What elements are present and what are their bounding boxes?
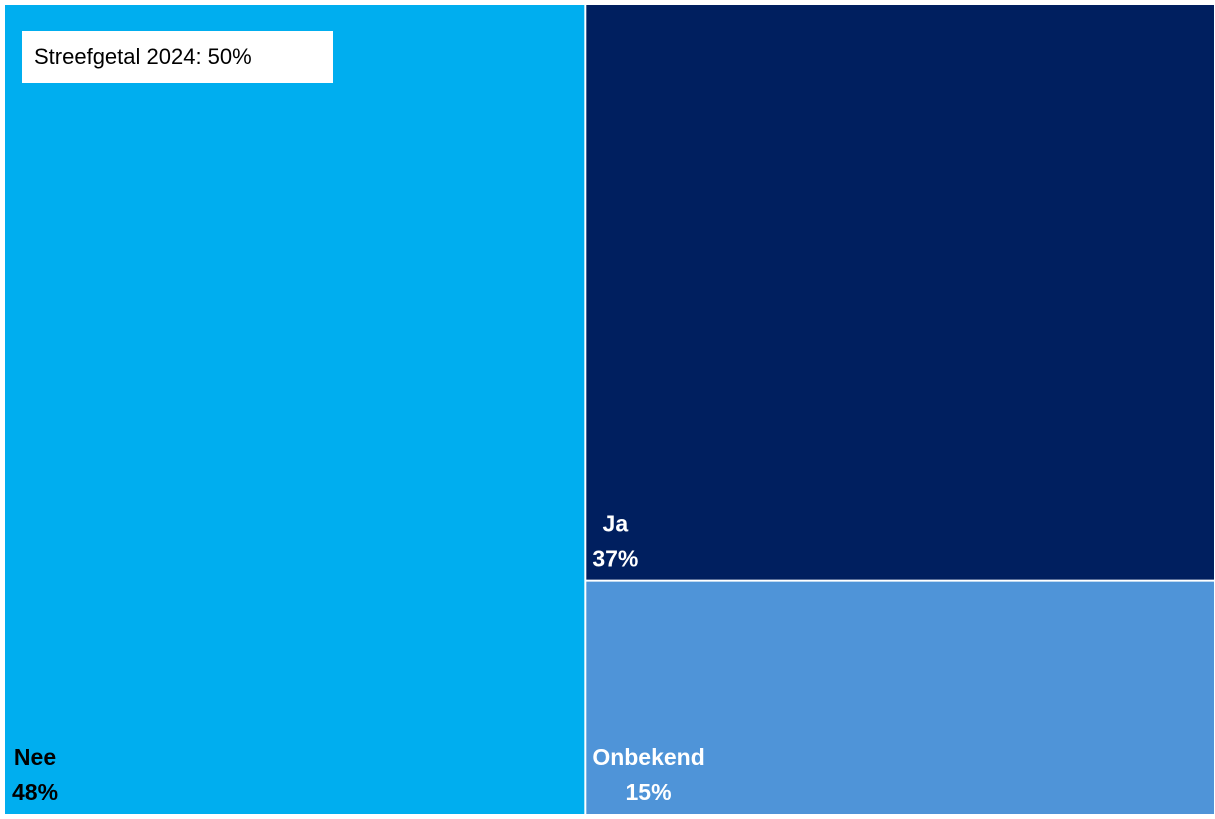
- treemap-tile-onbekend: [586, 581, 1214, 814]
- target-annotation-box: Streefgetal 2024: 50%: [22, 31, 333, 83]
- treemap-value-onbekend: 15%: [626, 779, 672, 805]
- treemap-value-ja: 37%: [592, 546, 638, 572]
- treemap-label-nee: Nee: [14, 744, 56, 770]
- treemap-value-nee: 48%: [12, 779, 58, 805]
- treemap-tile-nee: [5, 5, 585, 814]
- treemap-tile-ja: [586, 5, 1214, 580]
- treemap-label-ja: Ja: [603, 511, 629, 537]
- treemap-label-onbekend: Onbekend: [592, 744, 704, 770]
- target-annotation-text: Streefgetal 2024: 50%: [34, 44, 252, 69]
